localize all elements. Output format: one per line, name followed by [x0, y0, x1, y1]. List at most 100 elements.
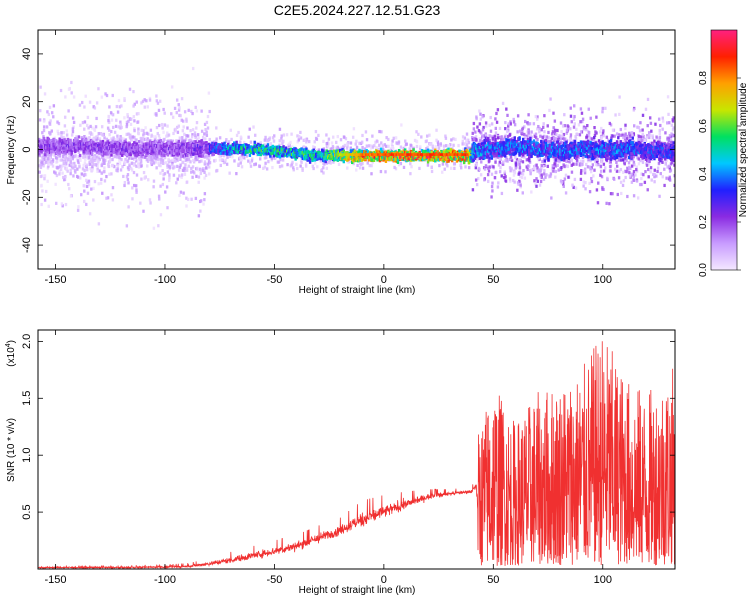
heatmap-cell: [55, 201, 58, 205]
heatmap-cell: [645, 163, 649, 167]
heatmap-cell: [166, 146, 170, 150]
heatmap-cell: [88, 212, 92, 216]
heatmap-cell: [135, 148, 138, 152]
heatmap-cell: [137, 132, 140, 136]
heatmap-cell: [614, 113, 617, 117]
heatmap-cell: [636, 156, 639, 160]
heatmap-cell: [185, 134, 188, 138]
heatmap-cell: [60, 141, 64, 145]
heatmap-cell: [66, 157, 70, 161]
heatmap-cell: [194, 151, 197, 155]
heatmap-cell: [176, 149, 179, 153]
heatmap-cell: [63, 146, 66, 150]
heatmap-cell: [198, 150, 201, 154]
heatmap-cell: [554, 128, 557, 132]
heatmap-cell: [658, 194, 661, 198]
heatmap-cell: [623, 157, 627, 162]
heatmap-cell: [343, 143, 347, 147]
heatmap-cell: [562, 184, 565, 189]
heatmap-cell: [165, 152, 169, 156]
heatmap-cell: [150, 139, 153, 143]
heatmap-cell: [552, 111, 555, 115]
heatmap-cell: [539, 179, 543, 184]
heatmap-cell: [147, 148, 150, 152]
heatmap-cell: [154, 151, 158, 156]
heatmap-cell: [555, 156, 558, 161]
heatmap-cell: [479, 112, 482, 116]
heatmap-cell: [95, 158, 99, 162]
heatmap-cell: [167, 157, 170, 162]
heatmap-cell: [325, 141, 329, 146]
heatmap-cell: [313, 140, 316, 144]
heatmap-cell: [155, 113, 158, 117]
heatmap-cell: [247, 159, 250, 163]
heatmap-cell: [171, 153, 175, 157]
heatmap-cell: [190, 151, 194, 155]
heatmap-cell: [500, 138, 503, 142]
heatmap-cell: [101, 191, 104, 195]
heatmap-cell: [540, 173, 543, 177]
heatmap-cell: [154, 150, 158, 154]
heatmap-cell: [623, 162, 626, 166]
heatmap-cell: [281, 158, 285, 162]
heatmap-cell: [208, 165, 211, 169]
heatmap-cell: [100, 142, 104, 146]
heatmap-cell: [189, 146, 193, 150]
heatmap-cell: [86, 191, 90, 195]
heatmap-cell: [80, 146, 83, 150]
heatmap-cell: [397, 140, 401, 144]
heatmap-cell: [110, 193, 113, 197]
heatmap-cell: [187, 157, 191, 161]
heatmap-cell: [229, 128, 233, 132]
heatmap-cell: [196, 157, 199, 162]
heatmap-cell: [68, 187, 71, 191]
heatmap-cell: [106, 140, 110, 144]
heatmap-cell: [600, 126, 603, 131]
heatmap-cell: [117, 149, 120, 153]
heatmap-cell: [579, 159, 583, 163]
heatmap-cell: [207, 151, 211, 155]
heatmap-cell: [527, 113, 530, 117]
heatmap-cell: [216, 168, 219, 173]
heatmap-cell: [425, 139, 428, 143]
heatmap-cell: [290, 162, 294, 166]
heatmap-cell: [119, 135, 122, 139]
heatmap-cell: [491, 181, 494, 185]
heatmap-cell: [194, 135, 197, 139]
heatmap-cell: [228, 152, 231, 156]
heatmap-cell: [656, 166, 660, 170]
heatmap-cell: [517, 159, 521, 163]
heatmap-cell: [157, 224, 160, 228]
heatmap-cell: [158, 123, 161, 128]
heatmap-cell: [199, 146, 202, 150]
heatmap-cell: [105, 196, 108, 200]
heatmap-cell: [267, 160, 270, 164]
heatmap-cell: [366, 161, 369, 165]
heatmap-cell: [57, 121, 61, 126]
heatmap-cell: [133, 102, 136, 106]
heatmap-cell: [521, 131, 524, 135]
heatmap-cell: [130, 145, 134, 149]
heatmap-cell: [69, 168, 72, 172]
heatmap-cell: [207, 91, 211, 95]
heatmap-cell: [106, 126, 110, 130]
heatmap-cell: [477, 166, 481, 171]
heatmap-cell: [292, 166, 295, 170]
heatmap-cell: [573, 122, 576, 126]
heatmap-cell: [182, 191, 185, 195]
heatmap-cell: [143, 155, 147, 159]
heatmap-cell: [135, 173, 139, 177]
heatmap-cell: [569, 106, 572, 110]
heatmap-cell: [504, 127, 507, 131]
heatmap-cell: [516, 181, 520, 185]
heatmap-cell: [523, 176, 527, 180]
heatmap-cell: [546, 164, 549, 168]
heatmap-cell: [241, 155, 245, 159]
heatmap-cell: [365, 144, 369, 148]
heatmap-cell: [104, 152, 107, 156]
heatmap-cell: [647, 167, 650, 172]
heatmap-cell: [61, 158, 64, 162]
heatmap-cell: [642, 134, 645, 139]
heatmap-cell: [46, 136, 49, 140]
heatmap-cell: [119, 136, 123, 140]
